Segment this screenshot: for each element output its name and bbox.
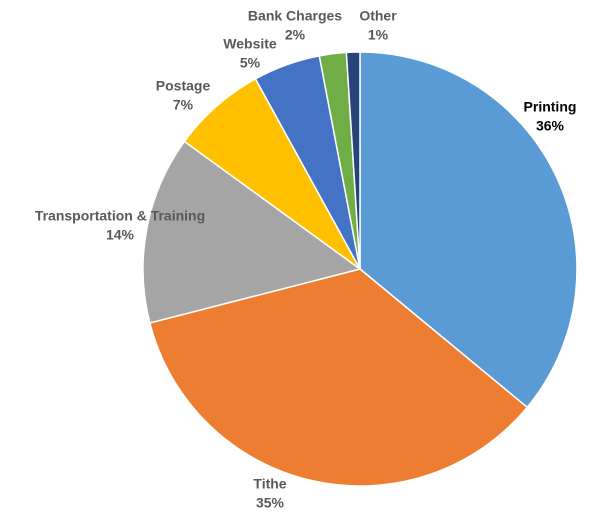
pie-slice: [359, 51, 578, 409]
slice-label: Other: [359, 8, 397, 24]
slice-label: Bank Charges: [248, 8, 342, 24]
slice-label: Transportation & Training: [35, 208, 205, 224]
pie-slice: [148, 268, 529, 487]
slice-label: Postage: [156, 78, 211, 94]
slice-label: Website: [223, 36, 277, 52]
slice-label: Tithe: [253, 476, 286, 492]
slice-value-label: 36%: [536, 118, 565, 134]
slice-label: Printing: [524, 99, 577, 115]
slice-value-label: 1%: [368, 27, 389, 43]
slice-value-label: 5%: [240, 55, 261, 71]
slice-value-label: 14%: [106, 227, 135, 243]
slice-value-label: 2%: [285, 27, 306, 43]
pie-slice: [142, 140, 362, 324]
slice-value-label: 7%: [173, 97, 194, 113]
pie-slice: [345, 51, 361, 270]
slice-value-label: 35%: [256, 495, 285, 511]
